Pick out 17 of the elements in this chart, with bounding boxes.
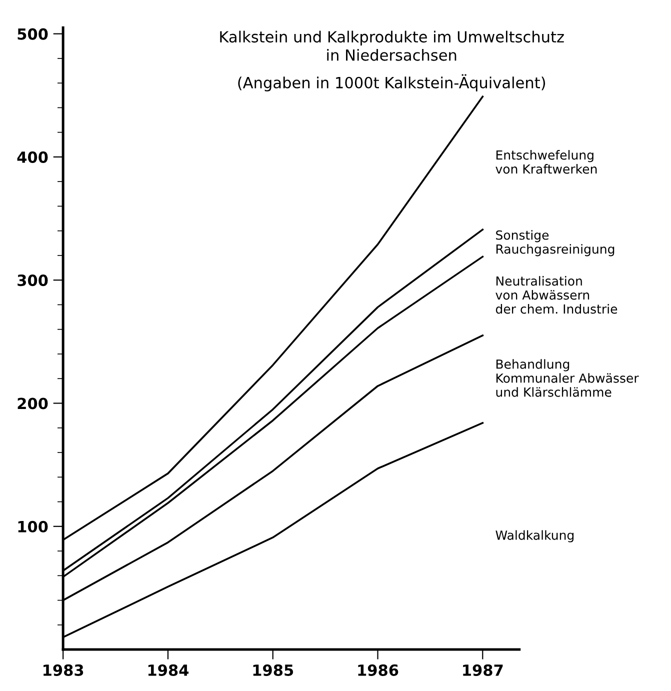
x-tick-label: 1986	[358, 664, 398, 676]
text: (Angaben in 1000t Kalkstein-Äquivalent)	[238, 74, 546, 92]
text: Entschwefelung von Kraftwerken	[496, 150, 597, 174]
y-tick-label: 400	[17, 151, 48, 163]
series-label: Neutralisation von Abwässern der chem. Industrie	[496, 276, 618, 314]
text: Behandlung Kommunaler Abwässer und Klärschlämme	[496, 359, 639, 397]
text: Kalkstein und Kalkprodukte im Umweltschutz in Niedersachsen	[220, 30, 564, 61]
y-tick-label: 200	[18, 398, 48, 410]
x-tick-label: 1983	[44, 664, 84, 676]
y-tick-label: 300	[18, 274, 48, 286]
x-tick-label: 1987	[463, 664, 503, 676]
x-tick-label: 1985	[253, 664, 294, 676]
text: Waldkalkung	[496, 530, 574, 542]
x-tick-label: 1984	[148, 664, 189, 676]
y-tick-label: 500	[18, 28, 48, 40]
series-label: Sonstige Rauchgasreinigung	[496, 230, 614, 256]
y-tick-label: 100	[18, 520, 48, 532]
